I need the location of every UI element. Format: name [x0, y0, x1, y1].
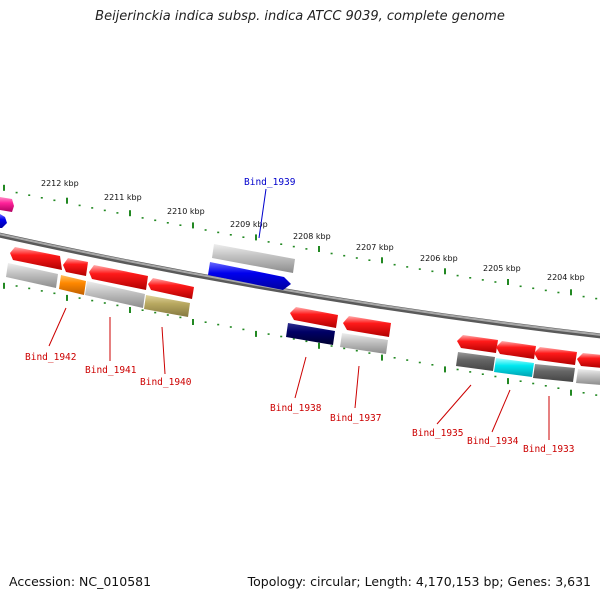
kbp-label-2209: 2209 kbp: [230, 220, 268, 229]
gene-feature-red-5[interactable]: [290, 307, 338, 328]
gene-feature-red-6[interactable]: [343, 316, 391, 337]
gene-feature-red-3[interactable]: [89, 265, 148, 290]
gene-feature-blue-left[interactable]: [0, 214, 7, 228]
genome-summary: Topology: circular; Length: 4,170,153 bp…: [247, 574, 591, 589]
gene-label-bind-1940[interactable]: Bind_1940: [140, 377, 192, 388]
gene-labels: Bind_1939 Bind_1942 Bind_1941 Bind_1940 …: [25, 177, 574, 455]
kbp-label-2208: 2208 kbp: [293, 232, 331, 241]
gene-feature-bind-1934[interactable]: [494, 358, 534, 377]
gene-feature-bind-1937[interactable]: [340, 333, 388, 354]
kbp-label-2211: 2211 kbp: [104, 193, 142, 202]
kbp-label-2204: 2204 kbp: [547, 273, 585, 282]
forward-strand-features: [0, 197, 295, 290]
gene-feature-red-9[interactable]: [534, 347, 577, 365]
kbp-label-2212: 2212 kbp: [41, 179, 79, 188]
gene-feature-bind-1939[interactable]: [208, 262, 291, 290]
gene-label-bind-1939[interactable]: Bind_1939: [244, 177, 296, 188]
kbp-scale-labels: 2212 kbp 2211 kbp 2210 kbp 2209 kbp 2208…: [41, 179, 585, 282]
gene-label-bind-1934[interactable]: Bind_1934: [467, 436, 519, 447]
gene-feature-bind-1938[interactable]: [286, 323, 335, 345]
gene-feature-red-10[interactable]: [577, 353, 600, 368]
gene-feature-red-8[interactable]: [496, 341, 536, 359]
outer-scale-ticks: [3, 184, 598, 300]
reverse-strand-features: [0, 214, 600, 385]
gene-label-bind-1935[interactable]: Bind_1935: [412, 428, 463, 439]
inner-scale-ticks: [3, 282, 598, 396]
gene-label-bind-1933[interactable]: Bind_1933: [523, 444, 574, 455]
gene-label-bind-1941[interactable]: Bind_1941: [85, 365, 137, 376]
gene-feature-red-7[interactable]: [457, 335, 498, 353]
gene-feature-bind-1942[interactable]: [6, 263, 58, 288]
genome-backbone: [0, 232, 600, 339]
gene-feature-gray-above-1939[interactable]: [212, 244, 295, 273]
genome-title: Beijerinckia indica subsp. indica ATCC 9…: [95, 9, 505, 24]
gene-feature-bind-1941[interactable]: [85, 281, 145, 308]
gene-leader-lines: [48, 188, 550, 440]
gene-feature-red-2[interactable]: [63, 258, 88, 276]
gene-feature-bind-1935[interactable]: [456, 352, 495, 371]
gene-feature-red-1[interactable]: [10, 247, 62, 270]
kbp-label-2205: 2205 kbp: [483, 264, 521, 273]
gene-label-bind-1938[interactable]: Bind_1938: [270, 403, 322, 414]
accession-info: Accession: NC_010581: [9, 574, 152, 589]
gene-label-bind-1937[interactable]: Bind_1937: [330, 413, 381, 424]
gene-feature-magenta[interactable]: [0, 197, 14, 212]
gene-feature-bind-1941-orange[interactable]: [59, 275, 86, 295]
gene-feature-gray-right[interactable]: [576, 369, 600, 385]
gene-label-bind-1942[interactable]: Bind_1942: [25, 352, 76, 363]
kbp-label-2207: 2207 kbp: [356, 243, 394, 252]
gene-feature-bind-1933[interactable]: [533, 364, 575, 382]
gene-feature-red-4[interactable]: [148, 278, 194, 299]
kbp-label-2206: 2206 kbp: [420, 254, 458, 263]
gene-feature-bind-1940[interactable]: [144, 295, 190, 317]
kbp-label-2210: 2210 kbp: [167, 207, 205, 216]
